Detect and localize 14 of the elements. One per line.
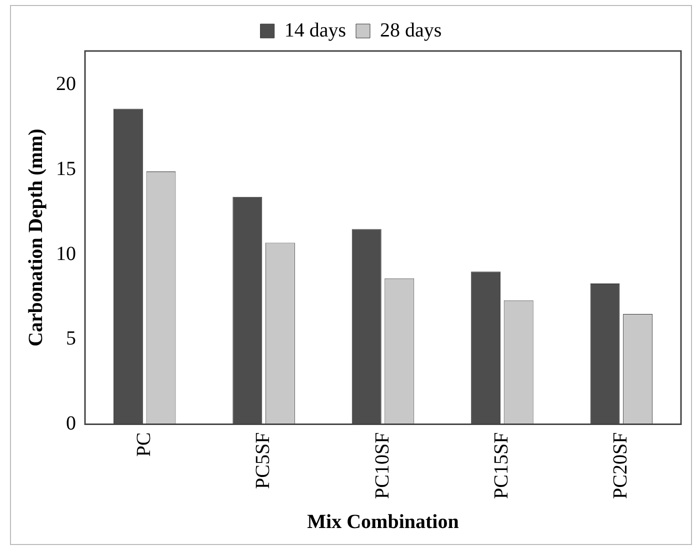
x-tick-label: PC <box>132 432 155 457</box>
x-axis-title: Mix Combination <box>307 511 459 534</box>
y-tick-label: 20 <box>56 73 76 96</box>
x-tick-label: PC10SF <box>371 432 394 500</box>
x-tick-label: PC20SF <box>610 432 632 500</box>
x-tick-label: PC15SF <box>490 432 512 500</box>
x-tick-label: PC5SF <box>252 432 274 490</box>
legend-label: 14 days <box>284 19 346 42</box>
y-tick-label: 5 <box>66 328 76 350</box>
y-tick-label: 0 <box>66 412 76 435</box>
y-tick-label: 10 <box>56 242 76 265</box>
y-tick-label: 15 <box>56 158 76 180</box>
y-axis-title: Carbonation Depth (mm) <box>25 128 48 347</box>
legend-label: 28 days <box>380 19 442 42</box>
